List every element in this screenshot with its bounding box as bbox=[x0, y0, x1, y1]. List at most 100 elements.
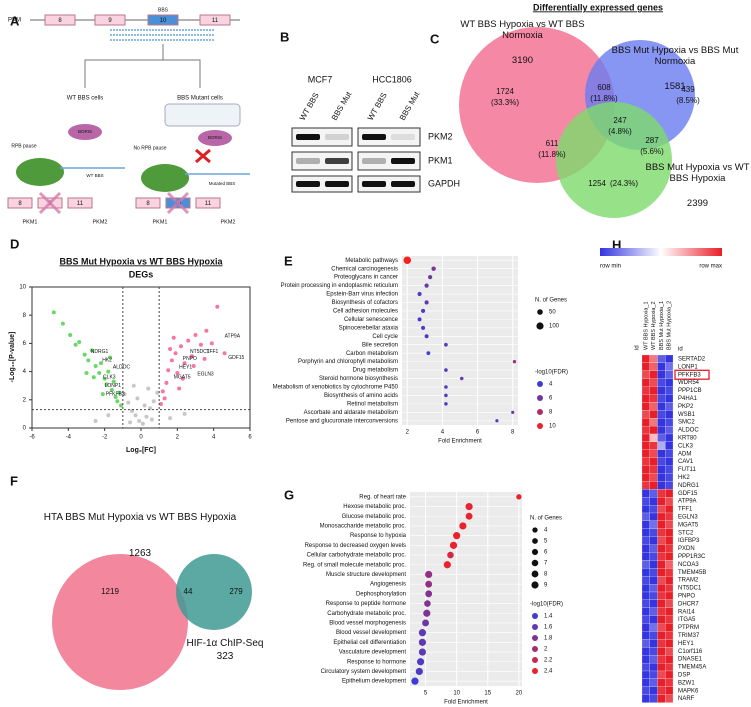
heat-cell bbox=[649, 449, 658, 458]
dot bbox=[447, 551, 454, 559]
region-count: 44 bbox=[184, 587, 193, 596]
heat-cell bbox=[665, 426, 674, 435]
heat-cell bbox=[641, 528, 650, 537]
row-label: TRIM37 bbox=[678, 633, 700, 639]
heat-cell bbox=[665, 402, 674, 411]
legend-label: 10 bbox=[549, 424, 556, 430]
legend-color bbox=[537, 423, 543, 429]
point bbox=[60, 321, 65, 326]
exon bbox=[135, 197, 161, 209]
gene-label: MGAT5 bbox=[174, 375, 191, 381]
row-label: WSB1 bbox=[678, 412, 696, 418]
point bbox=[97, 371, 102, 376]
set-name: BBS Mut Hypoxia vs WT BBS Hypoxia bbox=[645, 162, 750, 184]
legend-label: 7 bbox=[544, 561, 548, 567]
gene-label: ALDOC bbox=[113, 365, 131, 371]
cell-line: HCC1806 bbox=[372, 74, 412, 84]
region-count: 247 bbox=[613, 116, 627, 125]
panel-label: A bbox=[10, 13, 20, 28]
heat-cell bbox=[665, 536, 674, 545]
heat-cell bbox=[649, 560, 658, 569]
heat-cell bbox=[657, 433, 666, 443]
row-label: TRAM2 bbox=[678, 578, 699, 584]
heat-cell bbox=[665, 449, 674, 458]
legend-title: -log10(FDR) bbox=[530, 602, 563, 608]
panel-label: D bbox=[10, 236, 19, 251]
gene-name: PKM bbox=[8, 18, 21, 24]
band bbox=[391, 134, 415, 140]
legend-label: 2 bbox=[544, 647, 548, 653]
heat-cell bbox=[657, 568, 666, 577]
colorbar bbox=[600, 248, 722, 256]
x-tick-label: 4 bbox=[441, 430, 445, 436]
dot bbox=[425, 580, 433, 588]
category-label: Reg. of small molecule metabolic proc. bbox=[303, 562, 406, 568]
heat-cell bbox=[657, 441, 666, 450]
point bbox=[106, 369, 111, 374]
point bbox=[168, 416, 173, 421]
legend-title: N. of Genes bbox=[535, 298, 567, 304]
y-tick-label: 4 bbox=[23, 369, 27, 375]
dot bbox=[418, 629, 427, 637]
heat-cell bbox=[665, 655, 674, 664]
dot bbox=[423, 609, 431, 617]
legend-label: 100 bbox=[549, 324, 560, 330]
heat-cell bbox=[649, 386, 658, 395]
gene-label: GDF15 bbox=[228, 355, 244, 361]
point bbox=[173, 351, 178, 356]
x-tick-label: 2 bbox=[176, 435, 180, 441]
row-label: SERTAD2 bbox=[678, 357, 706, 363]
legend-label: 8 bbox=[549, 410, 553, 416]
point bbox=[137, 418, 142, 423]
heat-cell bbox=[641, 457, 650, 466]
heat-cell bbox=[657, 607, 666, 616]
gene-label: EGLN3 bbox=[197, 372, 214, 378]
heat-cell bbox=[641, 520, 650, 529]
category-label: Porphyrin and chlorophyll metabolism bbox=[298, 359, 398, 365]
x-tick-label: -2 bbox=[102, 435, 108, 441]
heat-cell bbox=[665, 670, 674, 680]
heat-cell bbox=[649, 394, 658, 403]
heat-cell bbox=[649, 631, 658, 640]
row-label: CAV1 bbox=[678, 459, 694, 465]
category-label: Glucose metabolic proc. bbox=[342, 514, 407, 520]
category-label: Response to peptide hormone bbox=[326, 601, 407, 607]
panel-label: B bbox=[280, 29, 289, 44]
category-label: Vasculature development bbox=[339, 650, 407, 656]
heat-cell bbox=[641, 615, 650, 624]
point bbox=[99, 361, 104, 366]
heat-cell bbox=[641, 489, 650, 498]
x-tick-label: 4 bbox=[212, 435, 216, 441]
dot bbox=[421, 325, 426, 330]
point bbox=[193, 332, 198, 337]
blot-frame bbox=[357, 175, 421, 193]
row-label: HK2 bbox=[678, 475, 690, 481]
venn-circle bbox=[176, 554, 252, 630]
heat-cell bbox=[649, 473, 658, 482]
point bbox=[162, 396, 167, 401]
region-pct: (11.8%) bbox=[538, 150, 566, 159]
heat-cell bbox=[665, 457, 674, 466]
point bbox=[189, 354, 194, 359]
category-label: Response to hypoxia bbox=[350, 533, 407, 539]
point bbox=[209, 341, 214, 346]
y-axis-label: -Log₁₀[P-value] bbox=[9, 332, 16, 383]
legend-size bbox=[531, 581, 539, 589]
heat-cell bbox=[641, 576, 650, 585]
exon-label: 11 bbox=[212, 18, 219, 24]
lane-label: BBS Mut bbox=[398, 90, 422, 123]
gene-label: PNPO bbox=[183, 356, 197, 362]
isoform-label: PKM2 bbox=[93, 219, 108, 225]
exon-label: 8 bbox=[146, 201, 150, 207]
category-label: Response to decreased oxygen levels bbox=[305, 543, 406, 549]
panel-label: G bbox=[284, 487, 294, 502]
region-count: 1219 bbox=[101, 587, 119, 596]
chart-title: BBS Mut Hypoxia vs WT BBS Hypoxia bbox=[59, 256, 223, 266]
heat-cell bbox=[657, 394, 666, 403]
legend-label: 9 bbox=[544, 583, 548, 589]
dot bbox=[417, 291, 422, 297]
point bbox=[160, 389, 165, 394]
band bbox=[362, 134, 386, 140]
row-label: RAI14 bbox=[678, 609, 695, 615]
x-tick-label: 2 bbox=[406, 430, 410, 436]
